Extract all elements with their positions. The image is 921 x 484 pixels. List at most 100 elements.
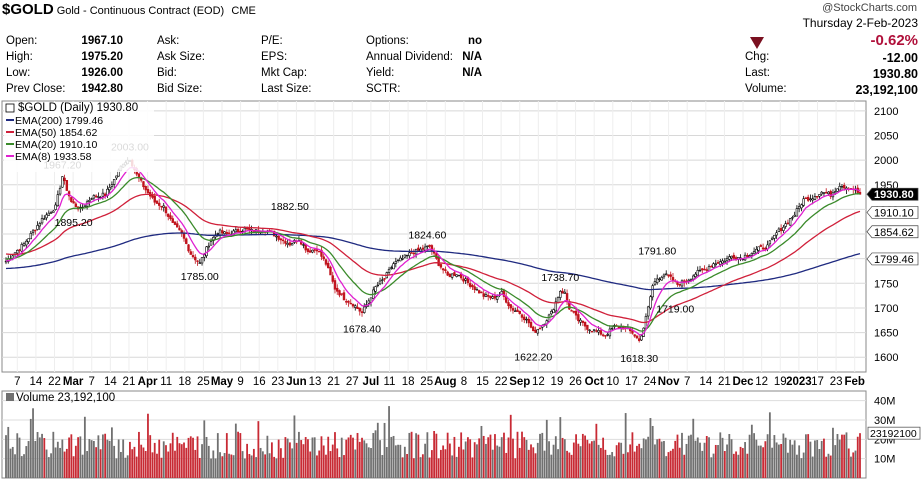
price-candle <box>518 310 521 314</box>
volume-bar <box>329 451 332 478</box>
x-tick-label: 7 <box>684 376 690 388</box>
price-candle <box>610 327 614 330</box>
price-candle <box>669 274 672 277</box>
price-candle <box>155 200 159 204</box>
price-candle <box>34 229 37 232</box>
volume-bar <box>104 433 107 478</box>
price-candle <box>525 318 528 321</box>
volume-bar <box>676 434 679 478</box>
volume-bar <box>201 444 203 478</box>
volume-bar <box>496 445 499 478</box>
volume-bar <box>273 456 276 478</box>
price-candle <box>90 198 93 200</box>
price-candle <box>396 259 400 261</box>
volume-bar <box>642 438 645 478</box>
exchange: CME <box>231 5 256 17</box>
price-candle <box>115 175 118 179</box>
volume-bar <box>798 445 801 478</box>
volume-bar <box>777 444 780 478</box>
quote-value: 1967.10 <box>81 35 123 47</box>
volume-bar <box>638 443 641 478</box>
volume-bar <box>298 431 300 478</box>
price-candle <box>327 262 330 269</box>
quote-label: SCTR: <box>366 83 401 95</box>
price-candle <box>101 192 105 197</box>
price-candle <box>333 280 337 290</box>
price-candle <box>306 248 310 253</box>
volume-bar <box>814 440 816 478</box>
volume-bar <box>316 455 318 478</box>
price-candle <box>514 310 517 312</box>
price-candle <box>455 274 458 277</box>
volume-bar <box>149 435 152 478</box>
price-candle <box>191 255 195 258</box>
price-candle <box>473 286 476 290</box>
volume-bar <box>124 457 127 478</box>
price-candle <box>74 203 78 207</box>
quote-value: 1926.00 <box>81 67 123 79</box>
price-candle <box>410 252 413 254</box>
volume-bar <box>735 451 737 478</box>
volume-bar <box>165 445 167 478</box>
price-candle <box>811 198 814 201</box>
date-label: Thursday 2-Feb-2023 <box>802 16 918 30</box>
x-tick-label: Dec <box>732 376 754 388</box>
price-candle <box>750 253 754 256</box>
volume-bar <box>257 421 260 478</box>
volume-bar <box>36 432 39 478</box>
volume-bar <box>604 449 607 478</box>
price-candle <box>43 218 46 220</box>
price-candle <box>462 278 465 282</box>
volume-bar <box>131 449 134 478</box>
price-candle <box>550 311 553 315</box>
price-candle <box>829 190 832 197</box>
volume-bar <box>7 426 10 478</box>
volume-bar <box>595 423 598 478</box>
volume-bar <box>16 433 19 478</box>
price-candle <box>358 307 361 312</box>
price-candle <box>103 193 107 197</box>
price-candle <box>770 237 774 240</box>
price-candle <box>426 245 429 248</box>
x-tick-label: 21 <box>123 376 136 388</box>
volume-bar <box>214 458 217 478</box>
volume-bar <box>106 439 109 478</box>
price-candle <box>450 273 454 278</box>
volume-bar <box>485 443 487 478</box>
price-candle <box>746 255 749 257</box>
volume-bar <box>343 455 345 478</box>
volume-bar <box>361 437 363 478</box>
volume-bar <box>584 435 586 478</box>
price-candle <box>820 191 823 195</box>
price-candle <box>477 290 481 294</box>
volume-bar <box>156 453 158 478</box>
volume-bar <box>72 456 75 478</box>
volume-bar <box>228 453 230 478</box>
x-tick-label: 7 <box>14 376 20 388</box>
volume-bar <box>277 439 280 478</box>
volume-bar <box>70 434 73 478</box>
x-tick-label: 21 <box>718 376 731 388</box>
price-candle <box>153 196 156 203</box>
x-tick-label: 17 <box>625 376 638 388</box>
price-candle <box>777 228 781 232</box>
price-candle <box>338 290 341 296</box>
volume-bar <box>442 445 445 478</box>
volume-bar <box>714 444 717 478</box>
volume-bar <box>717 445 719 478</box>
volume-bar <box>536 442 539 478</box>
volume-bar <box>221 456 224 478</box>
down-arrow-icon <box>750 36 764 54</box>
symbol: $GOLD <box>2 1 54 18</box>
volume-bar <box>171 432 174 478</box>
quote-label: EPS: <box>261 51 288 63</box>
volume-bar <box>811 456 814 478</box>
volume-bar <box>581 433 584 478</box>
price-candle <box>554 301 558 312</box>
x-tick-label: 23 <box>830 376 843 388</box>
price-candle <box>586 324 589 330</box>
volume-bar <box>212 450 215 478</box>
legend-price: $GOLD (Daily) 1930.80 <box>18 102 138 114</box>
price-candle <box>588 329 591 332</box>
